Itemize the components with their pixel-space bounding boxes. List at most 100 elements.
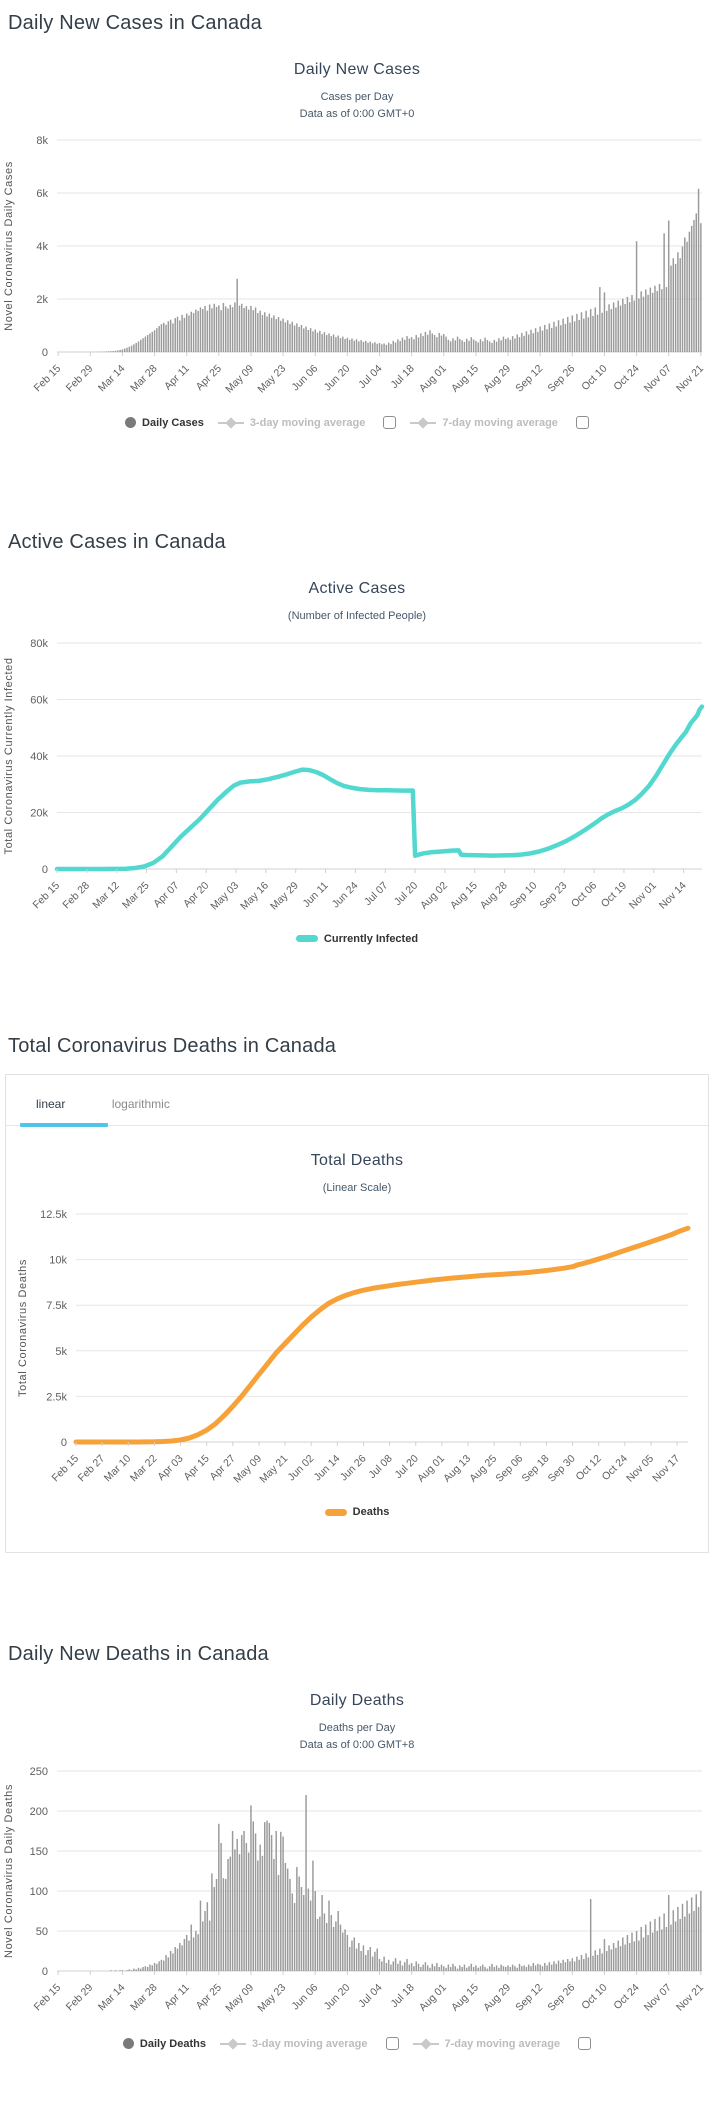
svg-text:Sep 23: Sep 23	[537, 879, 569, 911]
tab-logarithmic[interactable]: logarithmic	[111, 1096, 170, 1111]
svg-text:150: 150	[30, 1846, 48, 1858]
svg-text:50: 50	[36, 1926, 48, 1938]
svg-text:May 23: May 23	[255, 363, 288, 396]
svg-text:Aug 15: Aug 15	[449, 363, 481, 395]
svg-text:Jul 07: Jul 07	[362, 879, 390, 907]
svg-text:0: 0	[42, 347, 48, 359]
legend-deaths[interactable]: Deaths	[324, 1506, 390, 1518]
chart-subtitle: Cases per Day Data as of 0:00 GMT+0	[0, 89, 714, 122]
svg-text:Sep 12: Sep 12	[513, 363, 545, 395]
svg-text:40k: 40k	[30, 751, 48, 763]
svg-text:4k: 4k	[36, 241, 48, 253]
section-daily-new-deaths: Daily New Deaths in Canada Daily Deaths …	[0, 1637, 714, 2050]
svg-text:Total Coronavirus Currently In: Total Coronavirus Currently Infected	[3, 657, 15, 854]
svg-text:Oct 10: Oct 10	[579, 363, 609, 393]
legend-3day-avg[interactable]: 3-day moving average	[217, 417, 365, 429]
total-deaths-chart[interactable]: 0 2.5k 5k 7.5k 10k 12.5k Total Coronavirus Dea…	[14, 1202, 704, 1504]
svg-text:Jun 14: Jun 14	[312, 1453, 343, 1484]
svg-text:Feb 29: Feb 29	[64, 363, 96, 395]
svg-text:Apr 25: Apr 25	[194, 363, 224, 393]
legend-label: Daily Deaths	[139, 2037, 206, 2050]
circle-marker-icon	[125, 417, 137, 428]
section-daily-new-cases: Daily New Cases in Canada Daily New Case…	[0, 6, 714, 429]
legend-currently-infected[interactable]: Currently Infected	[295, 932, 419, 945]
svg-text:Novel Coronavirus Daily Deaths: Novel Coronavirus Daily Deaths	[3, 1784, 15, 1958]
legend-7day-avg[interactable]: 7-day moving average	[412, 2037, 561, 2050]
total-deaths-chart-block: Total Deaths (Linear Scale) 0 2.5k 5k 7.5k 1…	[6, 1152, 708, 1518]
svg-text:Sep 30: Sep 30	[546, 1453, 578, 1485]
spacer	[0, 945, 714, 1029]
active-cases-chart[interactable]: 0 20k 40k 60k 80k Total Coronavirus Currently…	[0, 631, 714, 931]
svg-text:Nov 05: Nov 05	[624, 1453, 656, 1485]
svg-text:Oct 12: Oct 12	[573, 1453, 603, 1483]
section-heading-daily-new-deaths: Daily New Deaths in Canada	[8, 1643, 269, 1665]
legend-row: Deaths	[6, 1506, 708, 1518]
svg-text:100: 100	[30, 1886, 48, 1898]
checkbox-7day-avg[interactable]	[578, 2037, 592, 2050]
svg-text:Nov 21: Nov 21	[674, 363, 706, 395]
legend-daily-cases[interactable]: Daily Cases	[125, 417, 204, 429]
active-tab-underline	[20, 1122, 108, 1127]
svg-text:Sep 10: Sep 10	[508, 879, 540, 911]
svg-text:12.5k: 12.5k	[40, 1209, 67, 1221]
svg-text:May 29: May 29	[268, 879, 301, 912]
svg-text:Jun 24: Jun 24	[330, 879, 361, 910]
line-diamond-marker-icon	[412, 2037, 439, 2050]
svg-text:Apr 07: Apr 07	[151, 879, 181, 909]
legend-daily-deaths[interactable]: Daily Deaths	[122, 2037, 206, 2050]
svg-text:Aug 28: Aug 28	[478, 879, 510, 911]
svg-text:Jun 06: Jun 06	[290, 363, 321, 394]
svg-text:Aug 29: Aug 29	[481, 1982, 513, 2014]
svg-text:Jun 11: Jun 11	[300, 879, 330, 909]
svg-text:Oct 06: Oct 06	[569, 879, 599, 909]
svg-text:Aug 13: Aug 13	[441, 1453, 473, 1485]
daily-new-cases-chart[interactable]: 0 2k 4k 6k 8k Novel Coronavirus Daily Cases Fe…	[0, 128, 714, 414]
svg-text:Sep 06: Sep 06	[493, 1453, 525, 1485]
checkbox-7day-avg[interactable]	[575, 416, 589, 429]
svg-text:7.5k: 7.5k	[46, 1300, 67, 1312]
svg-text:Apr 20: Apr 20	[181, 879, 211, 909]
chart-subtitle: Deaths per Day Data as of 0:00 GMT+8	[0, 1720, 714, 1753]
spacer	[0, 429, 714, 525]
svg-text:Jun 06: Jun 06	[290, 1982, 321, 2013]
svg-text:Jun 20: Jun 20	[322, 1982, 353, 2013]
svg-text:80k: 80k	[30, 638, 48, 650]
daily-deaths-chart[interactable]: 0 50 100 150 200 250 Novel Coronavirus Daily D…	[0, 1759, 714, 2035]
active-cases-chart-block: Active Cases (Number of Infected People)…	[0, 580, 714, 945]
legend-3day-avg[interactable]: 3-day moving average	[219, 2037, 368, 2050]
total-deaths-panel: linear logarithmic Total Deaths (Linear …	[5, 1073, 709, 1553]
svg-text:10k: 10k	[49, 1255, 67, 1267]
svg-text:Feb 27: Feb 27	[76, 1453, 108, 1485]
legend-7day-avg[interactable]: 7-day moving average	[410, 417, 558, 429]
svg-text:Mar 10: Mar 10	[102, 1453, 134, 1485]
svg-text:Oct 10: Oct 10	[579, 1982, 609, 2012]
svg-text:Mar 28: Mar 28	[128, 1982, 160, 2014]
chart-title: Active Cases	[308, 580, 406, 597]
subtitle-line-1: (Linear Scale)	[322, 1181, 392, 1194]
svg-text:Apr 25: Apr 25	[194, 1982, 224, 2012]
thick-line-marker-icon	[324, 1508, 347, 1516]
svg-text:Jun 26: Jun 26	[338, 1453, 369, 1484]
checkbox-3day-avg[interactable]	[385, 2037, 399, 2050]
subtitle-line-1: (Number of Infected People)	[287, 610, 427, 622]
svg-text:Sep 18: Sep 18	[520, 1453, 552, 1485]
subtitle-line-2: Data as of 0:00 GMT+8	[299, 1738, 415, 1751]
svg-text:Nov 14: Nov 14	[657, 879, 689, 911]
legend-label: 7-day moving average	[444, 2037, 561, 2050]
legend-label: 3-day moving average	[251, 2037, 368, 2050]
svg-text:Mar 14: Mar 14	[96, 1982, 128, 2014]
legend-label: Currently Infected	[323, 932, 419, 945]
svg-text:Apr 03: Apr 03	[155, 1453, 185, 1483]
chart-title: Daily New Cases	[293, 61, 421, 78]
legend-label: Deaths	[352, 1506, 390, 1518]
checkbox-3day-avg[interactable]	[383, 416, 397, 429]
svg-text:Aug 01: Aug 01	[417, 363, 449, 395]
svg-text:5k: 5k	[55, 1346, 67, 1358]
svg-text:Oct 24: Oct 24	[611, 1982, 641, 2012]
svg-text:Nov 07: Nov 07	[642, 1982, 674, 2014]
svg-text:Oct 19: Oct 19	[599, 879, 629, 909]
tab-linear[interactable]: linear	[36, 1096, 66, 1111]
svg-text:Jun 20: Jun 20	[322, 363, 353, 394]
svg-text:Aug 01: Aug 01	[417, 1982, 449, 2014]
thick-line-marker-icon	[295, 935, 318, 942]
